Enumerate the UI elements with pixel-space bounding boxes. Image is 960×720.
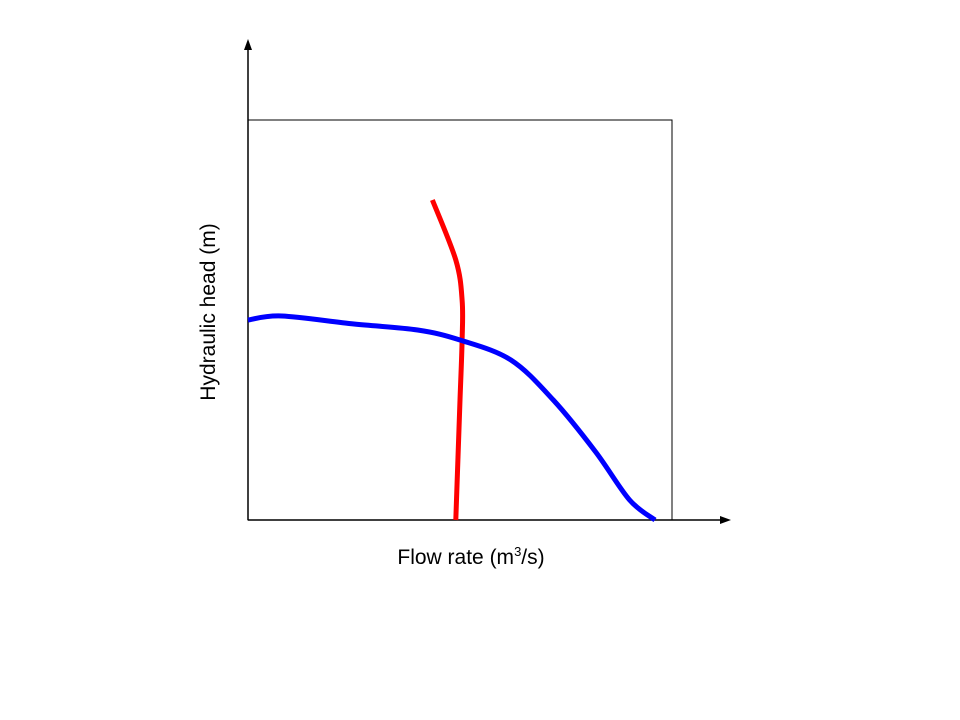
series-line-1 — [430, 199, 466, 521]
series-line-2 — [247, 313, 657, 523]
y-axis-arrow — [244, 39, 252, 50]
x-axis-label: Flow rate (m3/s) — [397, 544, 544, 569]
y-axis-label: Hydraulic head (m) — [197, 223, 220, 400]
x-axis-arrow — [720, 516, 731, 524]
series-layer — [247, 199, 657, 523]
